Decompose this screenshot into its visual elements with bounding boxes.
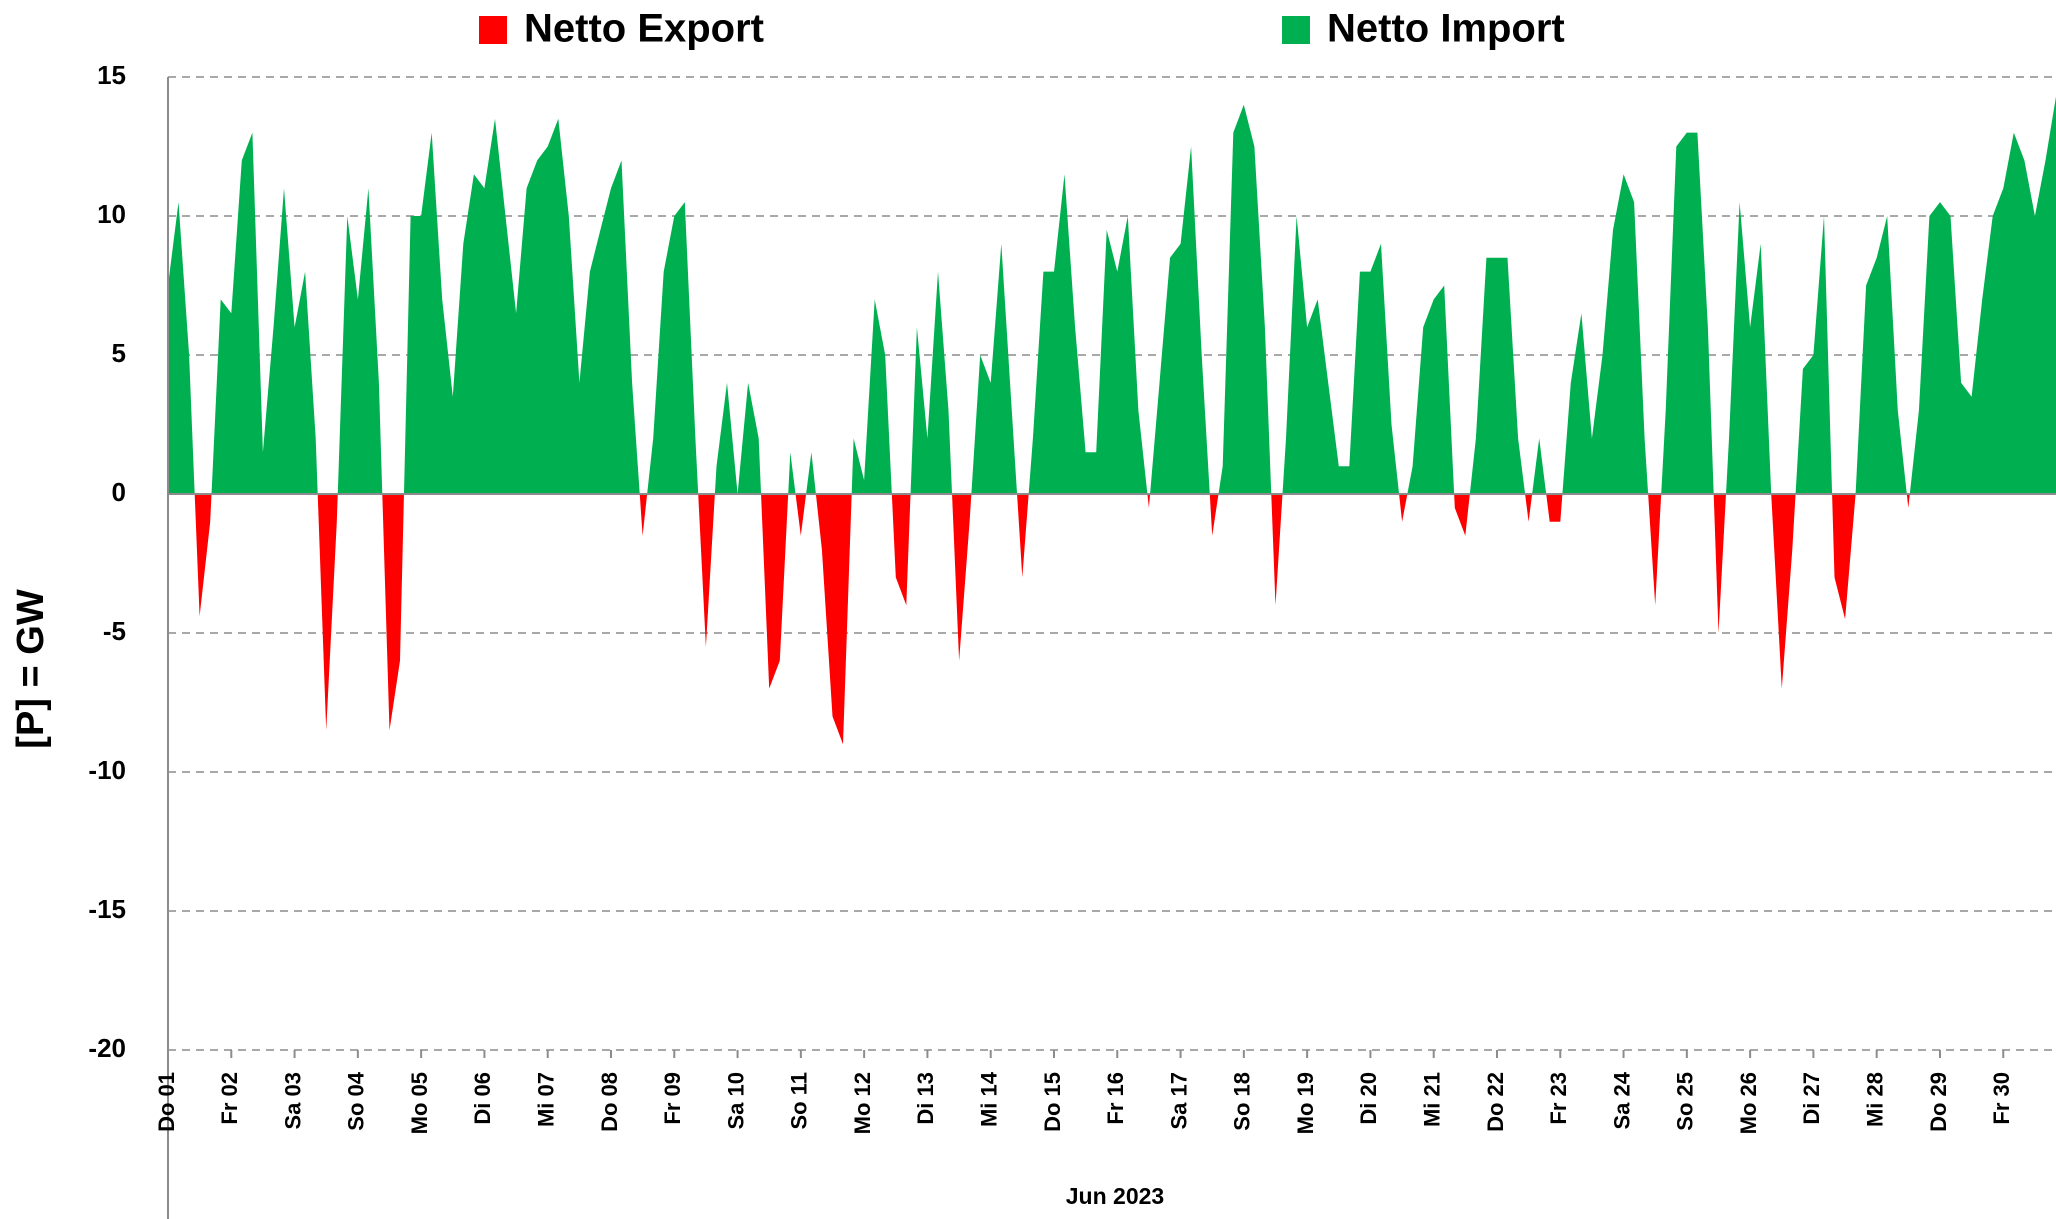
legend-swatch xyxy=(1282,16,1310,44)
x-tick-label: So 11 xyxy=(787,1072,812,1129)
x-tick-label: Mo 19 xyxy=(1293,1072,1318,1134)
legend-label: Netto Import xyxy=(1327,7,1565,51)
x-tick-label: Do 01 xyxy=(154,1072,179,1132)
x-tick-label: Di 20 xyxy=(1356,1072,1381,1125)
x-tick-label: Mo 26 xyxy=(1736,1072,1761,1134)
x-tick-label: Fr 30 xyxy=(1989,1072,2014,1125)
x-tick-label: Sa 03 xyxy=(280,1072,305,1130)
y-tick-label: -15 xyxy=(88,894,126,924)
x-tick-label: Di 13 xyxy=(913,1072,938,1125)
legend-swatch xyxy=(479,16,507,44)
legend-label: Netto Export xyxy=(524,7,764,51)
y-tick-label: 0 xyxy=(112,477,126,507)
x-tick-label: Do 22 xyxy=(1483,1072,1508,1132)
x-tick-label: Sa 10 xyxy=(723,1072,748,1130)
x-tick-label: Fr 02 xyxy=(217,1072,242,1125)
x-tick-label: Fr 16 xyxy=(1103,1072,1128,1125)
x-axis-title: Jun 2023 xyxy=(1066,1183,1164,1209)
y-tick-label: 5 xyxy=(112,338,126,368)
x-tick-label: Do 08 xyxy=(597,1072,622,1132)
y-tick-label: -5 xyxy=(103,616,126,646)
x-tick-label: Di 06 xyxy=(470,1072,495,1125)
x-tick-label: Sa 17 xyxy=(1166,1072,1191,1130)
x-tick-label: Mi 21 xyxy=(1420,1072,1445,1127)
x-tick-label: Mi 14 xyxy=(977,1071,1002,1127)
x-tick-label: Mi 07 xyxy=(534,1072,559,1127)
y-tick-label: -10 xyxy=(88,755,126,785)
y-tick-label: -20 xyxy=(88,1033,126,1063)
x-tick-label: So 04 xyxy=(344,1071,369,1130)
x-tick-label: So 25 xyxy=(1673,1072,1698,1131)
x-tick-label: So 18 xyxy=(1230,1072,1255,1131)
y-axis-title: [P] = GW xyxy=(10,589,52,749)
x-tick-label: Do 29 xyxy=(1926,1072,1951,1132)
x-tick-label: Mi 28 xyxy=(1863,1072,1888,1127)
x-tick-label: Fr 09 xyxy=(660,1072,685,1125)
x-tick-label: Fr 23 xyxy=(1546,1072,1571,1125)
area xyxy=(168,96,2056,745)
x-tick-label: Do 15 xyxy=(1040,1072,1065,1132)
x-tick-label: Mo 05 xyxy=(407,1072,432,1134)
x-tick-label: Mo 12 xyxy=(850,1072,875,1134)
y-tick-label: 10 xyxy=(97,199,126,229)
x-tick-label: Sa 24 xyxy=(1609,1071,1634,1129)
x-tick-label: Di 27 xyxy=(1799,1072,1824,1125)
y-tick-label: 15 xyxy=(97,60,126,90)
